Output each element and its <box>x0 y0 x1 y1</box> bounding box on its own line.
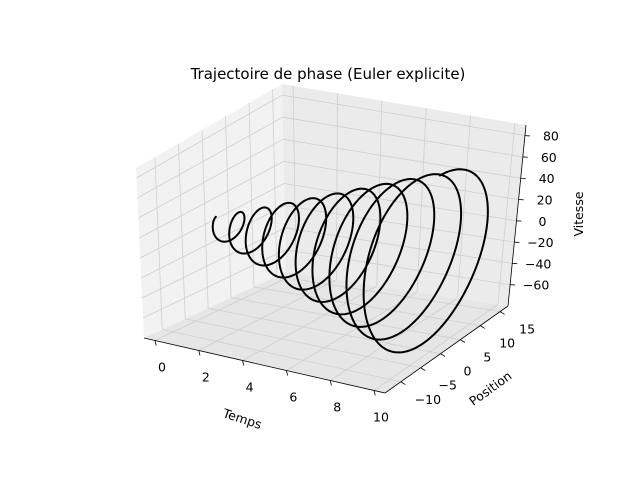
y-tick <box>480 325 485 329</box>
x-axis-label: Temps <box>220 405 263 432</box>
grid-line <box>286 291 418 371</box>
z-axis-line <box>507 124 527 307</box>
grid-line <box>140 205 285 279</box>
x-tick-label: 6 <box>289 390 297 405</box>
grid-line <box>225 116 232 298</box>
x-tick-label: 2 <box>202 370 210 385</box>
grid-line <box>142 249 286 319</box>
y-tick-label: −5 <box>438 378 456 393</box>
z-tick-label: 40 <box>539 171 555 186</box>
y-tick-label: 10 <box>499 336 515 351</box>
grid-line <box>162 329 401 383</box>
grid-line <box>154 157 163 330</box>
z-tick-label: −40 <box>525 256 551 271</box>
y-tick-label: 5 <box>483 350 491 365</box>
z-tick-label: 0 <box>539 214 547 229</box>
x-tick-label: 0 <box>158 360 166 375</box>
grid-line <box>253 286 481 327</box>
grid-line <box>154 273 297 341</box>
y-tick <box>400 381 406 385</box>
grid-line <box>248 102 255 287</box>
grid-line <box>272 89 278 277</box>
grid-line <box>140 183 285 259</box>
grid-line <box>497 123 516 305</box>
series-line <box>211 168 489 354</box>
grid-line <box>242 285 378 361</box>
grid-line <box>201 130 209 309</box>
z-tick-label: 60 <box>541 150 557 165</box>
chart-title: Trajectoire de phase (Euler explicite) <box>190 65 466 83</box>
x-tick <box>198 350 201 356</box>
grid-line <box>282 94 526 137</box>
x-tick-label: 4 <box>246 380 254 395</box>
z-tick-label: 20 <box>537 193 553 208</box>
grid-line <box>284 183 517 222</box>
axis-panes <box>136 84 526 393</box>
z-tick-label: 80 <box>543 129 559 144</box>
grid-line <box>136 94 283 179</box>
z-tick-label: −20 <box>527 235 553 250</box>
y-tick <box>460 339 466 343</box>
grid-line <box>330 297 458 381</box>
grid-line <box>284 227 513 264</box>
grid-lines <box>136 85 526 391</box>
y-tick-label: 0 <box>464 364 472 379</box>
x-tick <box>373 390 376 396</box>
y-tick-label: 15 <box>519 322 535 337</box>
grid-line <box>177 143 186 319</box>
x-tick-label: 10 <box>373 410 389 425</box>
grid-line <box>139 161 284 239</box>
grid-line <box>198 279 337 351</box>
axis-spines <box>143 124 527 394</box>
grid-line <box>137 116 283 199</box>
grid-line <box>373 304 499 391</box>
z-axis-label: Vitesse <box>571 191 586 236</box>
grid-line <box>230 297 461 341</box>
grid-line <box>283 138 521 179</box>
grid-line <box>416 108 427 293</box>
y-axis-label: Position <box>466 368 514 409</box>
grid-line <box>138 138 284 219</box>
x-tick <box>286 370 288 376</box>
grid-line <box>208 307 441 355</box>
y-tick <box>440 353 446 357</box>
y-tick <box>499 311 505 315</box>
grid-line <box>282 116 523 158</box>
x-tick-label: 8 <box>333 400 341 415</box>
y-tick <box>420 367 426 371</box>
pane-left <box>136 84 286 338</box>
series-layer <box>211 168 489 354</box>
x-axis-line <box>143 337 386 394</box>
grid-line <box>284 205 515 243</box>
x-tick <box>242 360 245 366</box>
x-tick <box>154 340 157 346</box>
x-tick <box>329 380 332 386</box>
grid-line <box>185 318 421 369</box>
grid-line <box>336 93 338 280</box>
grid-line <box>292 85 297 274</box>
grid-line <box>457 115 471 299</box>
grid-line <box>285 249 511 286</box>
z-tick-label: −60 <box>523 278 549 293</box>
grid-line <box>376 100 383 286</box>
grid-line <box>141 227 286 299</box>
y-axis-line <box>384 305 509 394</box>
y-tick-label: −10 <box>415 392 441 407</box>
